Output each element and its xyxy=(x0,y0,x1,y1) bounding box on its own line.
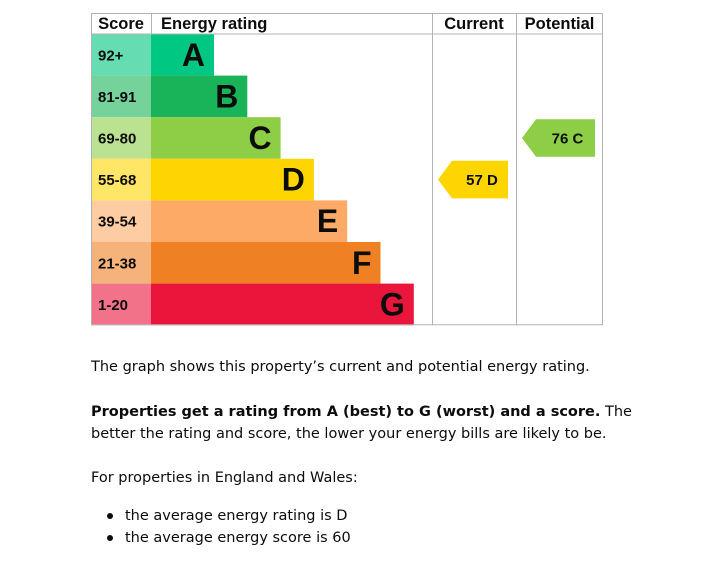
rating-bar-c xyxy=(151,117,281,159)
average-score-text: the average energy score is 60 xyxy=(125,530,351,546)
rating-letter-e: E xyxy=(317,203,338,239)
bullet-icon xyxy=(107,535,113,541)
score-cell-b xyxy=(91,75,151,118)
energy-rating-header: Energy rating xyxy=(161,15,267,33)
rating-paragraph: Properties get a rating from A (best) to… xyxy=(91,401,651,445)
current-rating-label: 57 D xyxy=(466,172,498,189)
rating-letter-g: G xyxy=(380,286,405,322)
region-paragraph: For properties in England and Wales: xyxy=(91,470,358,486)
rating-bar-f xyxy=(151,242,381,284)
rating-letter-d: D xyxy=(282,162,305,198)
intro-text: The graph shows this property’s current … xyxy=(91,356,651,378)
score-range-g: 1-20 xyxy=(98,297,128,314)
average-rating-text: the average energy rating is D xyxy=(125,508,348,524)
bullet-icon xyxy=(107,513,113,519)
score-range-d: 55-68 xyxy=(98,172,136,189)
rating-bold-text: Properties get a rating from A (best) to… xyxy=(91,404,601,420)
score-range-f: 21-38 xyxy=(98,255,136,272)
rating-rest-text: The better the rating and score, the low… xyxy=(91,404,632,442)
rating-letter-b: B xyxy=(215,78,238,114)
list-item: the average energy score is 60 xyxy=(107,527,685,549)
rating-bar-a xyxy=(151,34,214,76)
intro-paragraph: The graph shows this property’s current … xyxy=(91,359,590,375)
score-range-e: 39-54 xyxy=(98,214,137,231)
rating-explanation: Properties get a rating from A (best) to… xyxy=(91,401,651,445)
rating-bar-d xyxy=(151,158,314,201)
score-cell-f xyxy=(91,242,151,284)
list-item: the average energy rating is D xyxy=(107,505,685,527)
current-header: Current xyxy=(444,15,504,33)
averages-list: the average energy rating is D the avera… xyxy=(91,505,685,549)
score-range-a: 92+ xyxy=(98,47,124,64)
score-range-b: 81-91 xyxy=(98,89,136,106)
energy-rating-chart: Score Energy rating Current Potential 92+ A 81… xyxy=(91,13,603,326)
rating-letter-f: F xyxy=(352,245,372,281)
region-text: For properties in England and Wales: xyxy=(91,467,651,489)
potential-rating-arrow xyxy=(522,119,595,157)
score-cell-g xyxy=(91,283,151,326)
current-rating-arrow xyxy=(438,160,508,199)
score-header: Score xyxy=(98,15,144,33)
rating-letter-c: C xyxy=(248,120,271,156)
rating-letter-a: A xyxy=(182,37,205,73)
potential-header: Potential xyxy=(525,15,595,33)
rating-bar-b xyxy=(151,75,248,118)
potential-rating-label: 76 C xyxy=(552,131,584,148)
score-range-c: 69-80 xyxy=(98,131,136,148)
score-cell-c xyxy=(91,117,151,159)
score-cell-d xyxy=(91,158,151,201)
score-cell-a xyxy=(91,34,151,76)
rating-bar-e xyxy=(151,200,348,242)
rating-bar-g xyxy=(151,283,414,326)
score-cell-e xyxy=(91,200,151,242)
